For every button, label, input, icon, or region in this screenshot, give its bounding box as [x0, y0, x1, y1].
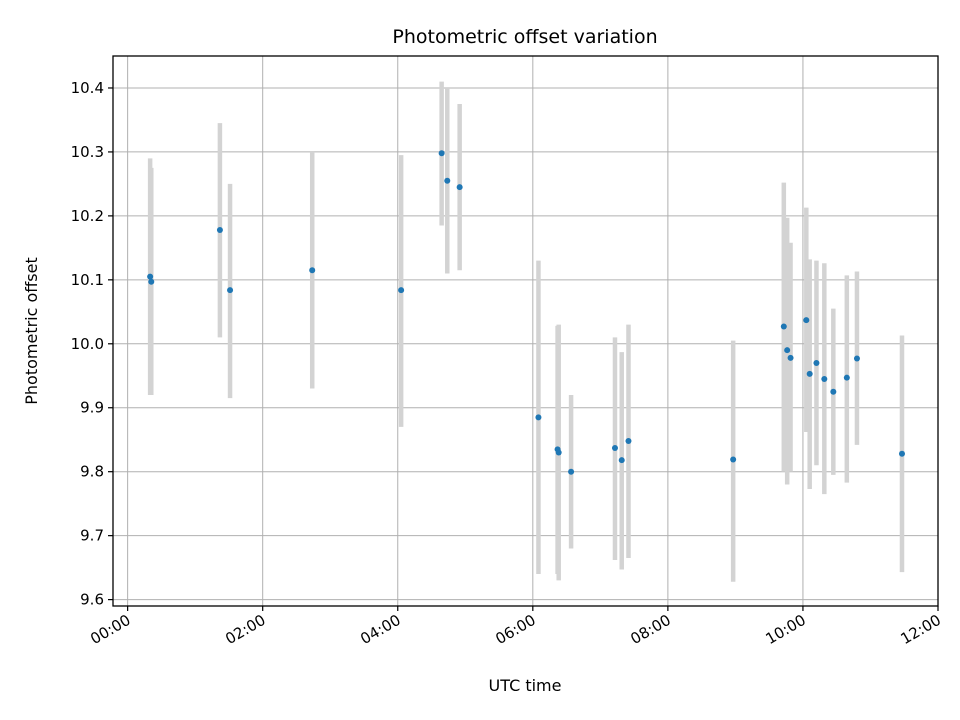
data-point: [444, 177, 451, 184]
data-point: [821, 375, 828, 382]
chart-title: Photometric offset variation: [392, 26, 657, 48]
data-point: [216, 226, 223, 233]
grid: [113, 56, 939, 606]
data-point: [309, 267, 316, 274]
y-tick-label: 9.7: [80, 527, 104, 545]
data-point: [618, 457, 625, 464]
y-tick-label: 10.0: [71, 335, 104, 353]
data-point: [227, 287, 234, 294]
data-point: [438, 150, 445, 157]
data-point: [535, 414, 542, 421]
x-axis-label: UTC time: [489, 676, 562, 695]
y-tick-label: 9.8: [80, 463, 104, 481]
plot-frame: [112, 55, 939, 607]
data-points: [147, 150, 905, 475]
data-point: [784, 347, 791, 354]
y-tick-label: 10.2: [71, 207, 104, 225]
data-point: [147, 273, 154, 280]
y-tick-label: 10.4: [71, 79, 104, 97]
data-point: [803, 317, 810, 324]
data-point: [625, 438, 632, 444]
data-point: [853, 355, 860, 362]
data-point: [780, 323, 787, 330]
data-point: [843, 374, 850, 381]
data-point: [787, 354, 794, 361]
y-tick-label: 10.3: [71, 143, 104, 161]
data-point: [555, 449, 562, 456]
data-point: [611, 445, 618, 452]
data-point: [456, 184, 463, 191]
y-tick-label: 10.1: [71, 271, 104, 289]
data-point: [830, 388, 837, 395]
data-point: [568, 468, 575, 475]
data-point: [813, 359, 820, 366]
y-axis-ticks: 9.6 9.7 9.8 9.9 10.0 10.1 10.2 10.3 10.4: [71, 79, 113, 609]
data-point: [898, 450, 905, 457]
data-point: [398, 287, 405, 294]
y-axis-label: Photometric offset: [22, 257, 41, 405]
data-point: [806, 370, 813, 377]
data-point: [730, 456, 737, 463]
data-point: [148, 278, 155, 285]
y-tick-label: 9.9: [80, 399, 104, 417]
y-tick-label: 9.6: [80, 591, 104, 609]
